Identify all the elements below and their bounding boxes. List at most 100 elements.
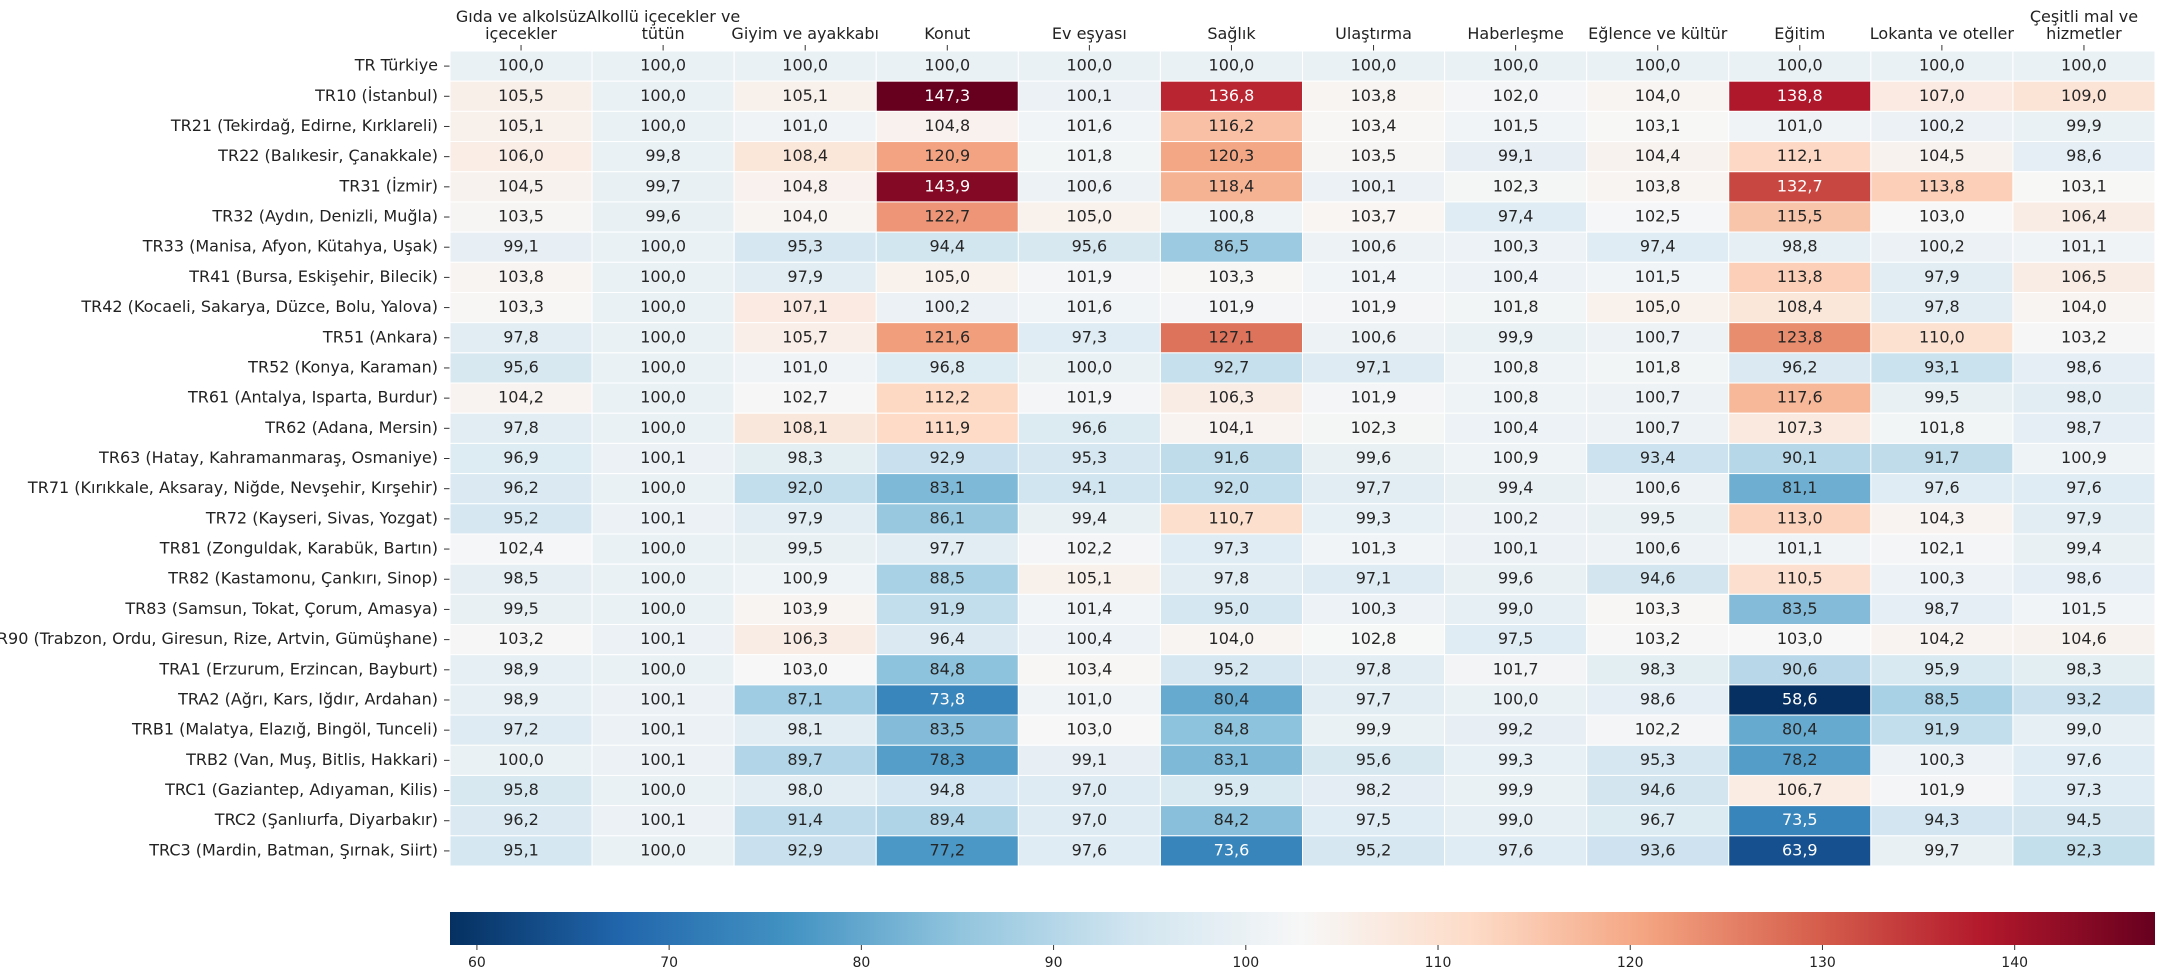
- row-label: TR42 (Kocaeli, Sakarya, Düzce, Bolu, Yal…: [80, 297, 438, 316]
- cell-value-label: 88,5: [1924, 689, 1960, 708]
- cell-value-label: 111,9: [924, 418, 970, 437]
- cell-value-label: 94,4: [929, 237, 965, 256]
- heatmap-cell: [1586, 412, 1730, 444]
- cell-value-label: 98,6: [2066, 569, 2102, 588]
- cell-value-label: 100,0: [1066, 357, 1112, 376]
- heatmap-cell: [1728, 714, 1872, 746]
- cell-value-label: 100,0: [640, 539, 686, 558]
- cell-value-label: 73,5: [1782, 810, 1818, 829]
- heatmap-cell: [1728, 805, 1872, 837]
- cell-value-label: 107,1: [782, 297, 828, 316]
- column-label: Lokanta ve oteller: [1869, 24, 2014, 43]
- cell-value-label: 96,2: [503, 478, 539, 497]
- cell-value-label: 108,4: [782, 146, 828, 165]
- cell-value-label: 95,3: [1072, 448, 1108, 467]
- cell-value-label: 83,5: [929, 720, 965, 739]
- heatmap-cell: [1444, 352, 1588, 384]
- cell-value-label: 103,3: [1635, 599, 1681, 618]
- cell-value-label: 95,9: [1214, 780, 1250, 799]
- cell-value-label: 104,2: [498, 388, 544, 407]
- cell-value-label: 101,9: [1209, 297, 1255, 316]
- heatmap-cell: [1302, 684, 1446, 716]
- heatmap-cell: [1159, 261, 1303, 293]
- heatmap-cell: [449, 503, 593, 535]
- cell-value-label: 97,5: [1498, 629, 1534, 648]
- heatmap-cell: [2012, 261, 2156, 293]
- cell-value-label: 93,4: [1640, 448, 1676, 467]
- cell-value-label: 102,3: [1493, 176, 1539, 195]
- cell-value-label: 100,1: [640, 689, 686, 708]
- heatmap-cell: [1870, 322, 2014, 354]
- cell-value-label: 104,3: [1919, 508, 1965, 527]
- heatmap-cell: [449, 563, 593, 595]
- cell-value-label: 102,2: [1066, 539, 1112, 558]
- cell-value-label: 95,1: [503, 840, 539, 859]
- column-label: Alkollü içecekler ve tütün: [586, 7, 741, 43]
- cell-value-label: 101,0: [1066, 689, 1112, 708]
- cell-value-label: 100,1: [1493, 539, 1539, 558]
- heatmap-cell: [1444, 744, 1588, 776]
- cell-value-label: 115,5: [1777, 207, 1823, 226]
- cell-value-label: 100,0: [1209, 56, 1255, 75]
- cell-value-label: 97,9: [787, 267, 823, 286]
- cell-value-label: 104,0: [1635, 86, 1681, 105]
- heatmap-cell: [1870, 473, 2014, 505]
- cell-value-label: 104,4: [1635, 146, 1681, 165]
- heatmap-cell: [449, 322, 593, 354]
- cell-value-label: 103,0: [1066, 720, 1112, 739]
- row-label: TR10 (İstanbul): [314, 86, 438, 105]
- heatmap-cell: [1159, 473, 1303, 505]
- cell-value-label: 100,0: [1493, 56, 1539, 75]
- cell-value-label: 103,7: [1351, 207, 1397, 226]
- heatmap-cell: [1870, 171, 2014, 203]
- heatmap-cell: [2012, 442, 2156, 475]
- column-label: Çeşitli mal ve hizmetler: [2029, 7, 2139, 43]
- heatmap-cell: [1586, 654, 1730, 686]
- cell-value-label: 99,2: [1498, 720, 1534, 739]
- row-label: TR41 (Bursa, Eskişehir, Bilecik): [188, 267, 438, 286]
- heatmap-cell: [1728, 261, 1872, 293]
- heatmap-cell: [733, 412, 877, 444]
- heatmap-cell: [1870, 533, 2014, 565]
- heatmap-cell: [2012, 805, 2156, 837]
- cell-value-label: 91,7: [1924, 448, 1960, 467]
- cell-value-label: 104,5: [1919, 146, 1965, 165]
- cell-value-label: 100,1: [1351, 176, 1397, 195]
- heatmap-cell: [1302, 624, 1446, 656]
- cell-value-label: 104,6: [2061, 629, 2107, 648]
- heatmap-cell: [1017, 805, 1161, 837]
- cell-value-label: 100,8: [1493, 388, 1539, 407]
- heatmap-cell: [1728, 201, 1872, 233]
- cell-value-label: 102,7: [782, 388, 828, 407]
- heatmap-cell: [1870, 80, 2014, 112]
- heatmap-cell: [1444, 654, 1588, 686]
- cell-value-label: 103,2: [498, 629, 544, 648]
- cell-value-label: 97,6: [1072, 840, 1108, 859]
- cell-value-label: 100,3: [1919, 750, 1965, 769]
- cell-value-label: 97,5: [1356, 810, 1392, 829]
- heatmap-cell: [1870, 442, 2014, 475]
- cell-value-label: 101,8: [1066, 146, 1112, 165]
- column-label: Eğitim: [1774, 24, 1826, 43]
- row-label: TRA1 (Erzurum, Erzincan, Bayburt): [158, 659, 438, 678]
- cell-value-label: 105,1: [498, 116, 544, 135]
- cell-value-label: 92,3: [2066, 840, 2102, 859]
- heatmap-cell: [875, 774, 1019, 807]
- cell-value-label: 106,7: [1777, 780, 1823, 799]
- heatmap-cell: [1302, 50, 1446, 82]
- cell-value-label: 100,0: [640, 327, 686, 346]
- cell-value-label: 103,5: [498, 207, 544, 226]
- cell-value-label: 89,7: [787, 750, 823, 769]
- heatmap-cell: [2012, 593, 2156, 626]
- heatmap-cell: [733, 110, 877, 143]
- heatmap-cell: [875, 322, 1019, 354]
- cell-value-label: 104,2: [1919, 629, 1965, 648]
- heatmap-cell: [1302, 835, 1446, 867]
- column-label: Konut: [924, 24, 971, 43]
- cell-value-label: 98,2: [1356, 780, 1392, 799]
- cell-value-label: 103,4: [1066, 659, 1112, 678]
- cell-value-label: 99,8: [645, 146, 681, 165]
- heatmap-cell: [1870, 835, 2014, 867]
- cell-value-label: 96,6: [1072, 418, 1108, 437]
